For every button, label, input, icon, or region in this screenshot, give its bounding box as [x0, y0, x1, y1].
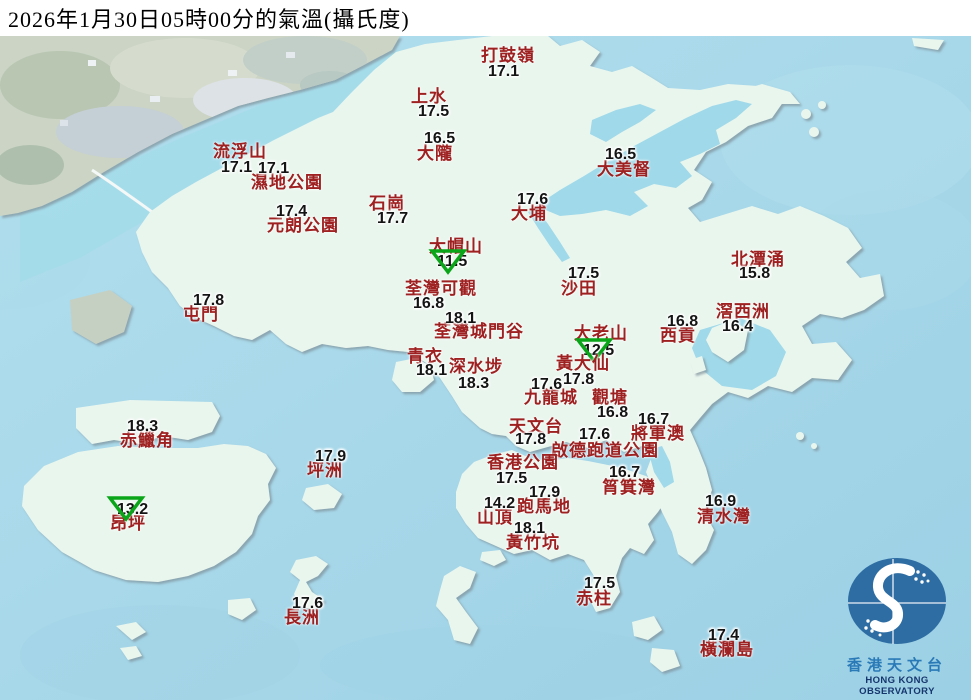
station-name-label: 黃竹坑: [506, 533, 560, 552]
station-temperature-value: 16.4: [722, 318, 754, 335]
station-name-label: 大老山: [574, 324, 628, 343]
hko-logo-cn-text: 香港天文台: [846, 657, 947, 674]
station-temperature-value: 16.8: [413, 295, 445, 312]
hko-logo-icon: [848, 558, 946, 644]
station-name-label: 山頂: [477, 508, 513, 527]
station-temperature-value: 17.5: [568, 265, 600, 282]
station-name-label: 九龍城: [524, 388, 578, 407]
station-name-label: 將軍澳: [631, 424, 685, 443]
station-temperature-value: 16.8: [597, 404, 629, 421]
station-name-label: 赤柱: [576, 589, 612, 608]
station-temperature-value: 17.5: [418, 103, 450, 120]
page-title: 2026年1月30日05時00分的氣溫(攝氏度): [8, 7, 410, 32]
title-bar: 2026年1月30日05時00分的氣溫(攝氏度): [0, 0, 971, 36]
deep-bay-water: [20, 50, 410, 282]
station-temperature-value: 16.9: [705, 493, 737, 510]
station-name-label: 清水灣: [697, 507, 751, 526]
station-temperature-value: 16.8: [667, 313, 699, 330]
station-temperature-value: 14.2: [484, 495, 516, 512]
station-temperature-value: 17.8: [515, 431, 547, 448]
station-temperature-value: 17.6: [579, 426, 611, 443]
hko-logo: 香港天文台 HONG KONG OBSERVATORY: [829, 557, 965, 697]
station-temperature-value: 17.5: [496, 470, 528, 487]
triangle-marker-icon: [574, 338, 614, 364]
station-temperature-value: 18.1: [416, 362, 448, 379]
station-temperature-value: 17.1: [488, 63, 520, 80]
station-name-label: 橫瀾島: [700, 640, 754, 659]
station-name-label: 大埔: [511, 204, 547, 223]
station-name-label: 屯門: [183, 305, 219, 324]
station-name-label: 長洲: [284, 608, 320, 627]
station-temperature-value: 17.7: [377, 210, 409, 227]
station-name-label: 天文台: [509, 417, 563, 436]
station-name-label: 流浮山: [213, 142, 267, 161]
station-temperature-value: 17.8: [563, 371, 595, 388]
station-name-label: 上水: [411, 87, 447, 106]
station-name-label: 筲箕灣: [602, 478, 656, 497]
hko-logo-en-text: HONG KONG OBSERVATORY: [859, 675, 935, 697]
station-temperature-value: 18.3: [127, 418, 159, 435]
station-name-label: 元朗公園: [267, 216, 339, 235]
station-name-label: 香港公園: [487, 453, 559, 472]
station-name-label: 跑馬地: [517, 497, 571, 516]
station-temperature-value: 17.9: [315, 448, 347, 465]
triangle-marker-icon: [106, 496, 146, 522]
station-name-label: 赤鱲角: [120, 431, 174, 450]
station-name-label: 大美督: [597, 160, 651, 179]
station-temperature-value: 18.3: [458, 375, 490, 392]
station-temperature-value: 17.4: [708, 627, 740, 644]
station-temperature-value: 17.1: [221, 159, 253, 176]
station-temperature-value: 17.6: [292, 595, 324, 612]
station-temperature-value: 17.5: [584, 575, 616, 592]
port-shelter-islands: [690, 320, 748, 374]
station-name-label: 深水埗: [449, 357, 503, 376]
station-name-label: 啟德跑道公園: [551, 441, 659, 460]
station-temperature-value: 17.1: [258, 160, 290, 177]
station-name-label: 荃灣可觀: [405, 279, 477, 298]
station-temperature-value: 16.5: [605, 146, 637, 163]
station-temperature-value: 15.8: [739, 265, 771, 282]
hk-land: [22, 36, 944, 672]
station-name-label: 觀塘: [592, 388, 628, 407]
station-name-label: 荃灣城門谷: [434, 322, 524, 341]
station-name-label: 打鼓嶺: [481, 46, 535, 65]
triangle-marker-icon: [428, 249, 468, 275]
station-temperature-value: 17.9: [529, 484, 561, 501]
station-temperature-value: 16.7: [638, 411, 670, 428]
station-temperature-value: 17.6: [517, 191, 549, 208]
station-temperature-value: 17.4: [276, 203, 308, 220]
station-name-label: 大隴: [417, 144, 453, 163]
station-temperature-value: 17.8: [193, 292, 225, 309]
station-temperature-value: 18.1: [445, 310, 477, 327]
station-temperature-value: 16.5: [424, 130, 456, 147]
station-name-label: 滘西洲: [716, 302, 770, 321]
station-name-label: 沙田: [561, 279, 597, 298]
station-name-label: 青衣: [407, 347, 443, 366]
station-temperature-value: 18.1: [514, 520, 546, 537]
station-name-label: 濕地公園: [251, 173, 323, 192]
station-temperature-value: 16.7: [609, 464, 641, 481]
station-name-label: 西貢: [660, 326, 696, 345]
station-name-label: 坪洲: [307, 461, 343, 480]
station-name-label: 石崗: [369, 194, 405, 213]
station-name-label: 北潭涌: [731, 250, 785, 269]
station-name-label: 黃大仙: [556, 354, 610, 373]
station-temperature-value: 17.6: [531, 376, 563, 393]
station-name-label: 昂坪: [110, 514, 146, 533]
